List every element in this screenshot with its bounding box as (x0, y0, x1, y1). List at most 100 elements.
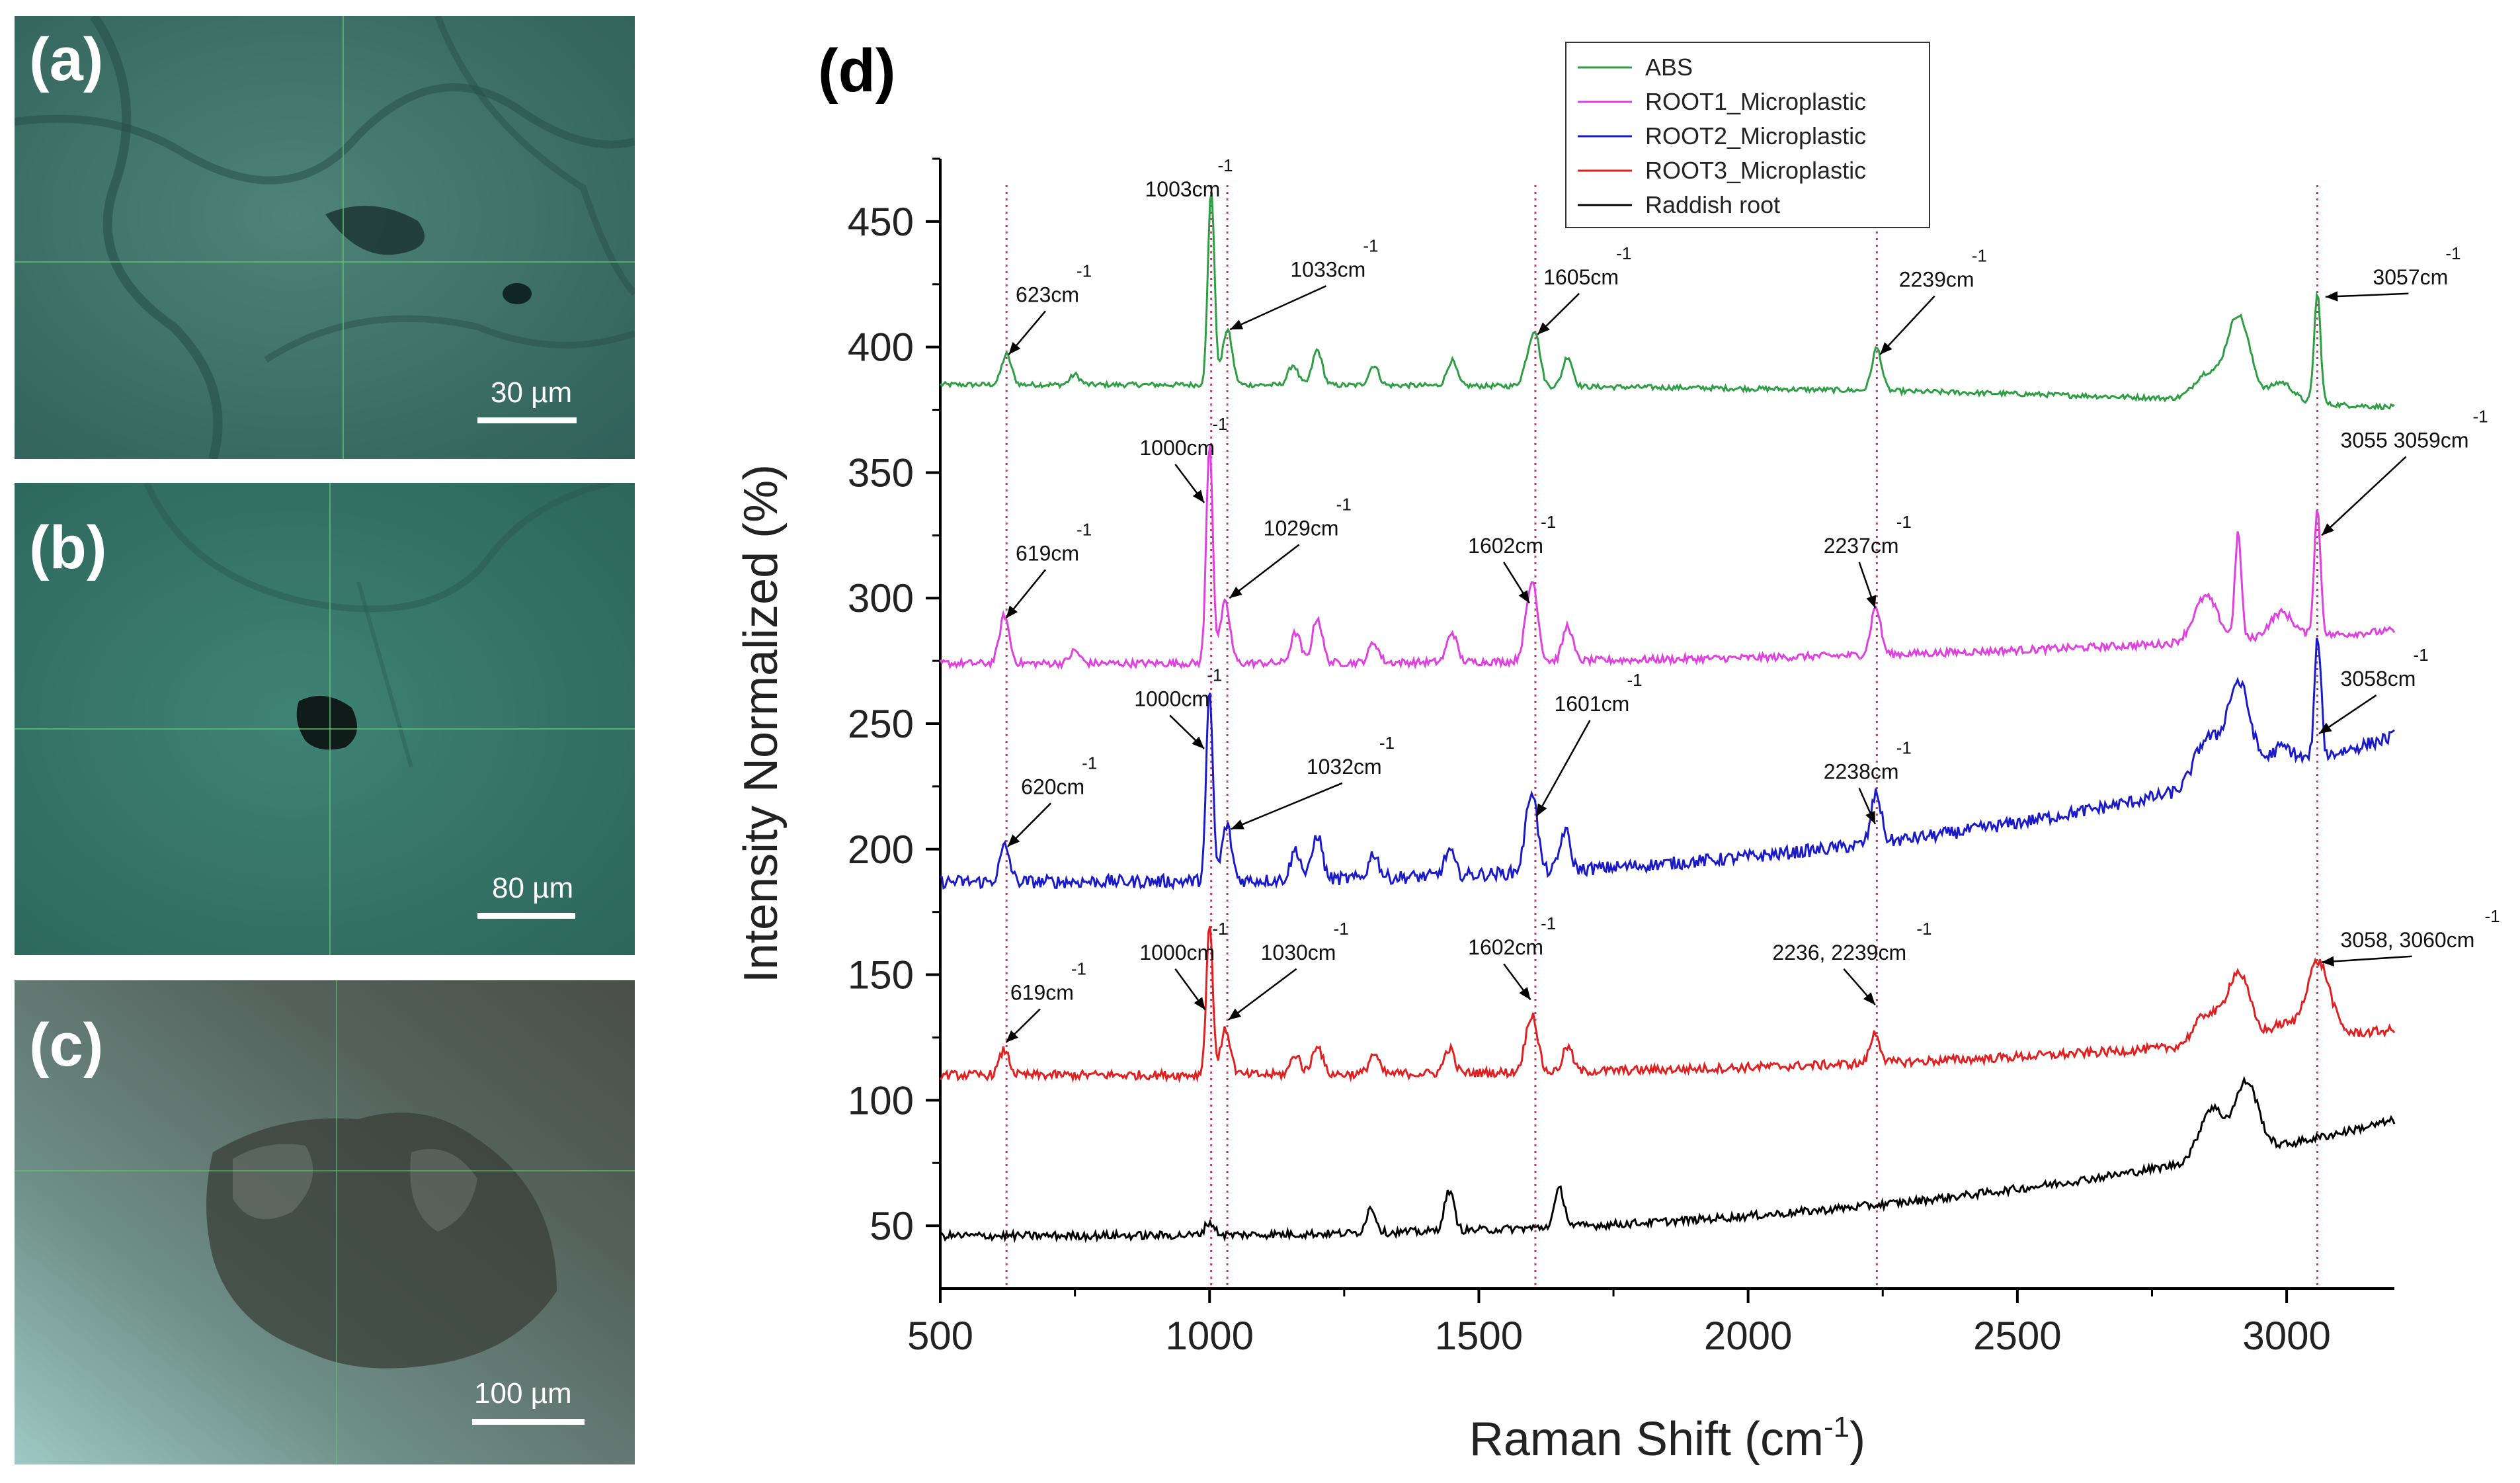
panel-label-b: (b) (29, 514, 107, 581)
annotation-8: 1029cm (1264, 516, 1339, 540)
annotation-12: 1000cm (1134, 687, 1209, 710)
annotation-23: 3058, 3060cm (2341, 928, 2475, 952)
annotation-9: 1602cm (1468, 534, 1543, 558)
annotation-arrowhead-14 (1231, 820, 1244, 829)
annotation-arrowhead-5 (2325, 291, 2338, 302)
annotation-2: 1033cm (1290, 257, 1365, 281)
scale-bar-b (477, 913, 575, 919)
annotation-sup-12: -1 (1207, 665, 1222, 685)
annotation-3: 1605cm (1543, 265, 1619, 289)
annotation-arrowhead-16 (1865, 810, 1875, 824)
annotation-arrowhead-12 (1192, 736, 1205, 749)
micrograph-a-image (15, 16, 635, 459)
annotation-arrowhead-10 (1866, 595, 1877, 609)
y-tick-label-4: 250 (848, 702, 914, 746)
annotation-arrowhead-21 (1519, 987, 1531, 1000)
annotation-sup-6: -1 (1077, 519, 1092, 539)
annotation-arrow-4 (1879, 295, 1935, 355)
annotation-sup-8: -1 (1336, 494, 1352, 514)
annotation-sup-17: -1 (2414, 645, 2429, 665)
scale-label-c: 100 µm (474, 1377, 572, 1410)
panel-label-c: (c) (29, 1011, 104, 1079)
y-axis-label: Intensity Normalized (%) (735, 464, 788, 983)
y-tick-label-0: 50 (870, 1204, 914, 1248)
annotation-arrowhead-8 (1229, 586, 1242, 599)
annotation-arrow-2 (1229, 285, 1326, 331)
annotation-arrowhead-11 (2322, 523, 2334, 536)
series-line-1 (939, 445, 2396, 670)
annotation-arrowhead-23 (2322, 956, 2334, 967)
annotation-arrowhead-22 (1863, 992, 1875, 1005)
micrograph-a: (a) 30 µm (15, 16, 635, 459)
annotation-sup-5: -1 (2445, 243, 2460, 263)
y-tick-label-8: 450 (848, 200, 914, 244)
x-tick-label-4: 2500 (1973, 1314, 2061, 1358)
panel-label-a: (a) (29, 26, 104, 93)
annotation-sup-14: -1 (1379, 733, 1395, 753)
annotation-10: 2237cm (1824, 534, 1899, 558)
legend-label-1: ROOT1_Microplastic (1645, 88, 1866, 115)
legend-label-4: Raddish root (1645, 191, 1780, 218)
annotation-arrowhead-4 (1880, 342, 1892, 355)
scale-bar-c (472, 1419, 585, 1425)
annotation-arrowhead-18 (1006, 1030, 1018, 1043)
annotation-20: 1030cm (1261, 941, 1336, 964)
annotation-sup-0: -1 (1077, 261, 1092, 280)
legend-label-2: ROOT2_Microplastic (1645, 122, 1866, 149)
legend-box (1565, 42, 1930, 228)
annotation-sup-7: -1 (1212, 414, 1227, 434)
annotation-arrowhead-2 (1230, 319, 1244, 330)
annotation-arrowhead-0 (1008, 341, 1021, 355)
annotation-7: 1000cm (1139, 436, 1215, 460)
annotation-6: 619cm (1016, 541, 1079, 565)
annotation-14: 1032cm (1307, 755, 1382, 779)
x-tick-label-0: 500 (907, 1314, 973, 1358)
raman-spectra-chart: (d) 500 1000 1500 2000 2500 3000 50 100 150 200 250… (735, 37, 2500, 1466)
annotation-13: 620cm (1021, 775, 1084, 798)
series-line-3 (939, 925, 2396, 1083)
annotation-sup-18: -1 (1071, 959, 1086, 979)
annotation-22: 2236, 2239cm (1772, 941, 1906, 964)
micrograph-c: (c) 100 µm (15, 980, 635, 1464)
annotation-sup-10: -1 (1896, 512, 1912, 532)
micrograph-b: (b) 80 µm (15, 483, 635, 955)
annotation-17: 3058cm (2341, 667, 2416, 691)
annotation-arrowhead-17 (2318, 722, 2332, 734)
x-tick-label-2: 1500 (1435, 1314, 1523, 1358)
annotation-sup-9: -1 (1541, 512, 1556, 532)
legend-label-0: ABS (1645, 54, 1693, 81)
legend-label-3: ROOT3_Microplastic (1645, 157, 1866, 184)
scale-label-a: 30 µm (491, 376, 573, 409)
annotation-arrow-15 (1535, 720, 1591, 818)
annotation-15: 1601cm (1554, 692, 1629, 716)
annotation-arrowhead-15 (1536, 803, 1547, 817)
y-tick-label-2: 150 (848, 953, 914, 997)
annotation-arrowhead-19 (1194, 997, 1205, 1010)
annotation-sup-4: -1 (1972, 246, 1987, 266)
y-tick-label-7: 400 (848, 325, 914, 370)
annotation-arrowhead-20 (1228, 1008, 1242, 1020)
annotation-sup-15: -1 (1627, 670, 1642, 690)
annotation-16: 2238cm (1824, 760, 1899, 784)
annotation-sup-19: -1 (1212, 919, 1227, 939)
annotation-sup-22: -1 (1916, 919, 1931, 939)
annotation-1: 1003cm (1145, 177, 1220, 201)
annotation-11: 3055 3059cm (2341, 428, 2469, 452)
annotation-sup-3: -1 (1616, 243, 1631, 263)
annotation-arrowhead-7 (1192, 489, 1205, 503)
y-tick-label-3: 200 (848, 827, 914, 872)
annotation-arrow-5 (2325, 292, 2409, 298)
annotation-arrowhead-3 (1537, 322, 1550, 335)
x-tick-label-5: 3000 (2242, 1314, 2330, 1358)
annotation-arrow-8 (1229, 544, 1300, 599)
annotation-arrow-14 (1231, 782, 1343, 830)
scale-label-b: 80 µm (492, 872, 574, 904)
annotation-arrowhead-6 (1006, 605, 1018, 618)
annotation-sup-13: -1 (1082, 753, 1097, 773)
annotation-5: 3057cm (2373, 265, 2448, 289)
annotation-18: 619cm (1010, 981, 1074, 1005)
annotation-sup-2: -1 (1363, 235, 1378, 255)
series-line-0 (939, 192, 2395, 411)
annotation-0: 623cm (1016, 282, 1079, 306)
y-tick-label-1: 100 (848, 1078, 914, 1123)
